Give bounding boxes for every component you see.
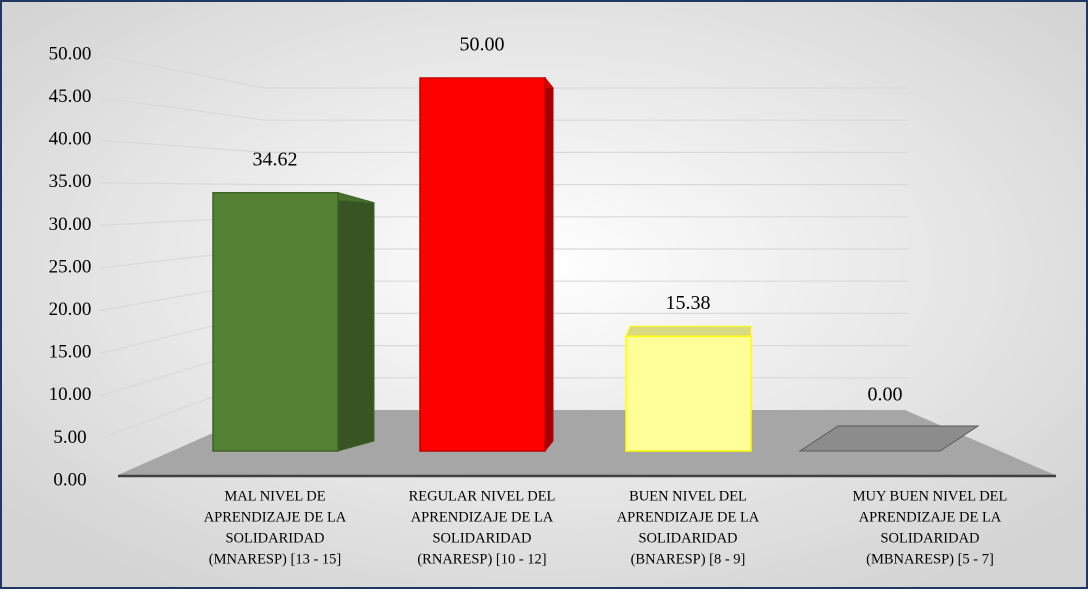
y-tick-label: 10.00 [49,384,92,405]
y-tick-label: 0.00 [53,469,86,490]
bar-side [544,76,554,453]
x-tick-label: APRENDIZAJE DE LA [411,509,554,525]
y-tick-label: 50.00 [49,43,92,64]
y-tick-label: 25.00 [49,256,92,277]
x-tick-label: APRENDIZAJE DE LA [204,509,347,525]
y-tick-label: 5.00 [53,427,86,448]
x-tick-label: APRENDIZAJE DE LA [859,509,1002,525]
y-tick-label: 40.00 [49,129,92,150]
y-tick-label: 35.00 [49,171,92,192]
x-tick-label: BUEN NIVEL DEL [629,488,747,504]
bar-top [625,325,752,337]
x-tick-label: SOLIDARIDAD [225,530,324,546]
value-label: 0.00 [868,384,903,406]
grid-line [99,54,908,89]
bar [625,335,752,452]
x-tick-label: SOLIDARIDAD [638,530,737,546]
y-tick-label: 15.00 [49,342,92,363]
x-tick-label: APRENDIZAJE DE LA [617,509,760,525]
x-tick-label: MAL NIVEL DE [224,488,325,504]
x-tick-label: SOLIDARIDAD [432,530,531,546]
bar [419,77,546,452]
x-tick-label: (MBNARESP) [5 - 7] [866,551,994,567]
grid-line [99,139,908,153]
x-tick-label: (RNARESP) [10 - 12] [417,551,546,567]
grid-line [99,97,908,121]
x-tick-label: REGULAR NIVEL DEL [409,488,556,504]
y-tick-label: 20.00 [49,299,92,320]
bar [212,191,339,452]
x-tick-label: (MNARESP) [13 - 15] [209,551,342,567]
y-tick-label: 45.00 [49,86,92,107]
x-tick-label: MUY BUEN NIVEL DEL [853,488,1008,504]
grid-line [99,182,908,186]
x-tick-label: (BNARESP) [8 - 9] [631,551,746,567]
x-tick-label: SOLIDARIDAD [880,530,979,546]
bar [798,425,980,452]
value-label: 50.00 [460,34,505,56]
value-label: 15.38 [666,292,711,314]
bar-side [337,192,375,452]
value-label: 34.62 [253,148,298,170]
y-tick-label: 30.00 [49,214,92,235]
